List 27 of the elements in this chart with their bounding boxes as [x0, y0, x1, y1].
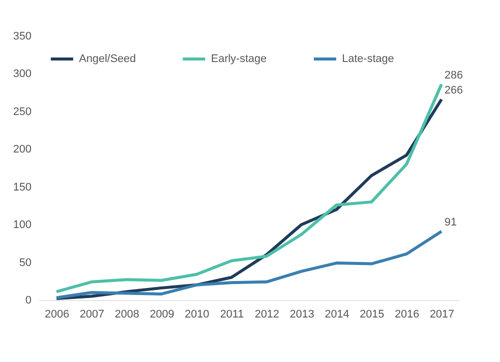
legend-label: Late-stage: [342, 53, 394, 65]
y-tick-label: 300: [13, 68, 32, 80]
y-tick-label: 150: [13, 181, 32, 194]
x-tick-label: 2017: [430, 308, 454, 320]
y-tick-label: 100: [13, 219, 32, 232]
x-tick-label: 2013: [290, 308, 314, 320]
data-label: 286: [444, 69, 463, 82]
x-tick-label: 2016: [394, 308, 420, 320]
y-tick-label: 50: [19, 256, 32, 269]
x-tick-label: 2009: [150, 308, 174, 320]
y-tick-label: 200: [13, 144, 32, 156]
x-tick-label: 2006: [44, 308, 70, 320]
x-tick-label: 2007: [80, 308, 104, 320]
x-tick-label: 2014: [324, 308, 350, 320]
data-label: 91: [444, 216, 457, 228]
y-tick-label: 250: [13, 106, 32, 118]
x-tick-label: 2010: [184, 308, 210, 320]
x-tick-label: 2012: [254, 308, 280, 320]
legend-label: Early-stage: [211, 53, 267, 65]
y-tick-label: 0: [25, 294, 32, 306]
x-tick-label: 2011: [220, 308, 244, 320]
x-tick-label: 2015: [360, 308, 384, 320]
y-tick-label: 350: [13, 30, 32, 42]
data-label: 266: [444, 84, 463, 96]
legend-label: Angel/Seed: [79, 53, 136, 65]
line-series: [55, 230, 443, 300]
x-tick-label: 2008: [114, 308, 140, 320]
